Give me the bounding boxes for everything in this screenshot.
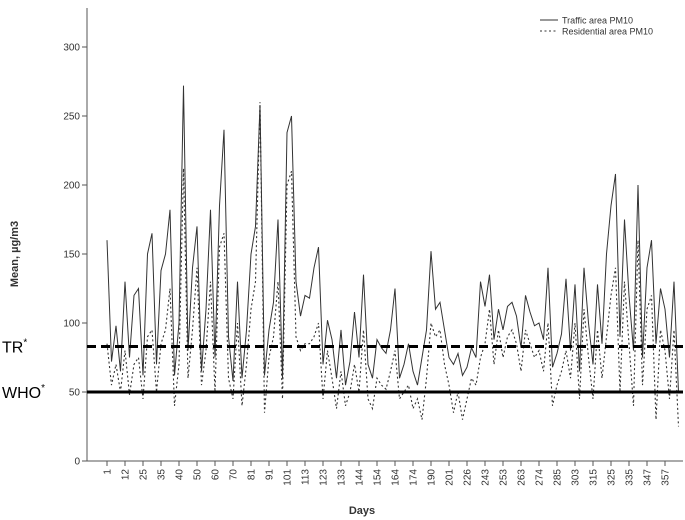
legend-label: Residential area PM10 bbox=[562, 27, 653, 37]
y-tick-label: 200 bbox=[63, 181, 80, 192]
reference-label: WHO* bbox=[2, 383, 45, 402]
y-tick-label: 100 bbox=[63, 319, 80, 330]
x-tick-label: 243 bbox=[481, 469, 492, 486]
reference-marker: * bbox=[23, 337, 27, 348]
y-tick-label: 250 bbox=[63, 112, 80, 123]
x-tick-label: 357 bbox=[661, 469, 672, 486]
reference-marker: * bbox=[41, 383, 45, 394]
y-tick-label: 150 bbox=[63, 250, 80, 261]
x-tick-label: 123 bbox=[319, 469, 330, 486]
x-tick-label: 133 bbox=[337, 469, 348, 486]
x-tick-label: 274 bbox=[535, 469, 546, 486]
x-tick-label: 154 bbox=[373, 469, 384, 486]
data-line bbox=[106, 102, 680, 427]
x-tick-label: 164 bbox=[391, 469, 402, 486]
x-tick-label: 1 bbox=[103, 469, 114, 475]
reference-name: TR bbox=[2, 339, 23, 356]
x-tick-label: 174 bbox=[409, 469, 420, 486]
y-tick-label: 0 bbox=[74, 457, 80, 468]
x-tick-label: 91 bbox=[265, 469, 276, 481]
x-tick-label: 335 bbox=[625, 469, 636, 486]
x-tick-label: 190 bbox=[427, 469, 438, 486]
x-tick-label: 81 bbox=[247, 469, 258, 481]
y-axis-label: Mean, µg/m3 bbox=[9, 221, 21, 287]
x-tick-label: 113 bbox=[301, 469, 312, 485]
x-tick-label: 35 bbox=[157, 469, 168, 481]
x-tick-label: 315 bbox=[589, 469, 600, 486]
x-tick-label: 285 bbox=[553, 469, 564, 486]
x-tick-label: 25 bbox=[139, 469, 150, 481]
x-tick-label: 201 bbox=[445, 469, 456, 486]
x-tick-label: 347 bbox=[643, 469, 654, 486]
y-tick-label: 300 bbox=[63, 43, 80, 54]
legend-label: Traffic area PM10 bbox=[562, 16, 633, 26]
x-tick-label: 325 bbox=[607, 469, 618, 486]
x-tick-label: 226 bbox=[463, 469, 474, 486]
reference-name: WHO bbox=[2, 385, 41, 402]
x-tick-label: 101 bbox=[283, 469, 294, 486]
x-tick-label: 12 bbox=[121, 469, 132, 481]
y-tick-label: 50 bbox=[69, 388, 81, 399]
x-tick-label: 70 bbox=[229, 469, 240, 481]
x-tick-label: 60 bbox=[211, 469, 222, 481]
data-line bbox=[106, 85, 679, 393]
x-tick-label: 144 bbox=[355, 469, 366, 486]
x-axis-label: Days bbox=[349, 505, 375, 517]
x-tick-label: 303 bbox=[571, 469, 582, 486]
x-tick-label: 263 bbox=[517, 469, 528, 486]
x-tick-label: 253 bbox=[499, 469, 510, 486]
x-tick-label: 40 bbox=[175, 469, 186, 481]
reference-label: TR* bbox=[2, 337, 27, 356]
x-tick-label: 50 bbox=[193, 469, 204, 481]
